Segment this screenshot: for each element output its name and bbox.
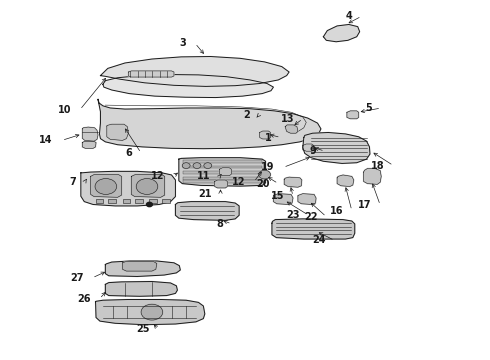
Circle shape — [136, 179, 158, 194]
Polygon shape — [303, 132, 370, 163]
Polygon shape — [103, 75, 273, 98]
Text: 7: 7 — [69, 177, 76, 187]
Polygon shape — [298, 194, 316, 204]
Text: 27: 27 — [70, 273, 83, 283]
Polygon shape — [82, 127, 98, 141]
Polygon shape — [364, 168, 381, 184]
Circle shape — [259, 170, 270, 179]
Text: 26: 26 — [77, 294, 91, 304]
Text: 14: 14 — [39, 135, 53, 145]
Bar — [108, 199, 116, 203]
Text: 3: 3 — [179, 38, 186, 48]
Circle shape — [193, 163, 201, 168]
Bar — [149, 199, 157, 203]
Polygon shape — [91, 175, 122, 197]
Polygon shape — [285, 125, 298, 133]
Circle shape — [182, 163, 190, 168]
Bar — [183, 177, 262, 180]
Polygon shape — [179, 158, 266, 186]
Text: 23: 23 — [286, 210, 300, 220]
Circle shape — [95, 179, 117, 194]
Polygon shape — [215, 180, 227, 188]
Text: 15: 15 — [270, 191, 284, 201]
Text: 24: 24 — [312, 235, 326, 246]
Polygon shape — [323, 24, 360, 42]
Polygon shape — [96, 300, 205, 325]
Bar — [183, 160, 262, 163]
Text: 25: 25 — [136, 324, 149, 334]
Polygon shape — [81, 171, 175, 206]
Bar — [183, 166, 262, 168]
Polygon shape — [131, 175, 165, 197]
Text: 6: 6 — [125, 148, 132, 158]
Text: 22: 22 — [304, 212, 318, 222]
Text: 12: 12 — [150, 171, 164, 181]
Polygon shape — [284, 177, 302, 187]
Text: 13: 13 — [280, 114, 294, 124]
Text: 8: 8 — [216, 219, 223, 229]
Text: 1: 1 — [265, 132, 272, 143]
Polygon shape — [273, 194, 293, 204]
Bar — [122, 199, 130, 203]
Text: 10: 10 — [57, 105, 71, 115]
Polygon shape — [122, 262, 157, 271]
Text: 2: 2 — [243, 110, 250, 120]
Polygon shape — [337, 175, 354, 186]
Bar — [162, 199, 170, 203]
Polygon shape — [128, 71, 174, 77]
Polygon shape — [260, 131, 270, 139]
Text: 4: 4 — [346, 11, 353, 21]
Circle shape — [141, 304, 163, 320]
Polygon shape — [347, 111, 359, 119]
Text: 17: 17 — [358, 200, 371, 210]
Polygon shape — [98, 99, 321, 149]
Text: 21: 21 — [198, 189, 212, 199]
Polygon shape — [107, 124, 128, 140]
Polygon shape — [105, 261, 180, 276]
Circle shape — [147, 202, 152, 207]
Polygon shape — [105, 282, 177, 296]
Text: 9: 9 — [309, 146, 316, 156]
Bar — [135, 199, 143, 203]
Text: 16: 16 — [329, 206, 343, 216]
Polygon shape — [82, 141, 96, 148]
Text: 11: 11 — [197, 171, 211, 181]
Polygon shape — [303, 144, 314, 151]
Text: 12: 12 — [231, 177, 245, 187]
Polygon shape — [220, 168, 231, 176]
Polygon shape — [100, 57, 289, 86]
Text: 19: 19 — [261, 162, 274, 172]
Text: 5: 5 — [366, 103, 372, 113]
Bar — [183, 171, 262, 174]
Bar — [96, 199, 103, 203]
Text: 20: 20 — [256, 179, 270, 189]
Bar — [183, 180, 262, 183]
Circle shape — [204, 163, 212, 168]
Text: 18: 18 — [371, 161, 385, 171]
Polygon shape — [175, 202, 239, 220]
Polygon shape — [272, 219, 355, 239]
